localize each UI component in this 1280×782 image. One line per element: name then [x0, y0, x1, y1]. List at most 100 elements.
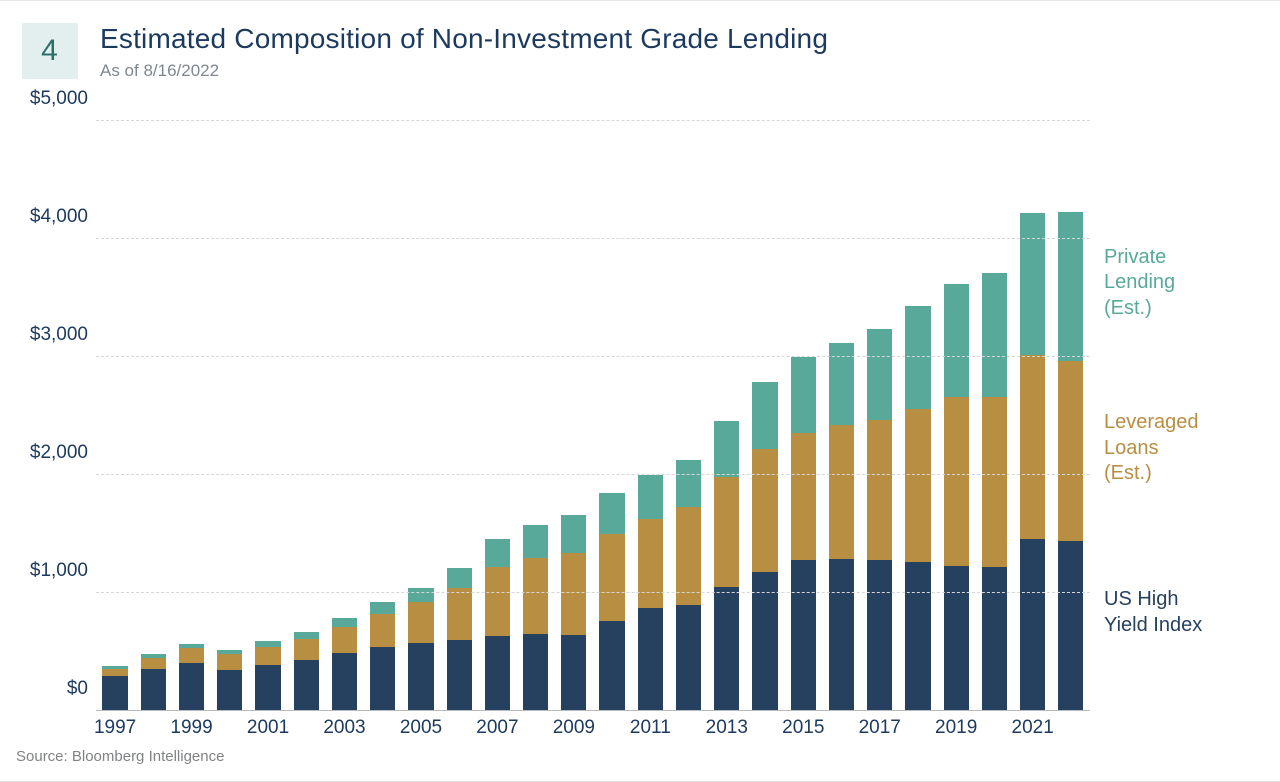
bar-segment-private_lending — [1058, 212, 1083, 361]
x-tick-label: 2001 — [247, 717, 289, 739]
bar-segment-us_high_yield — [944, 566, 969, 711]
bar-segment-leveraged_loans — [179, 648, 204, 662]
legend-label-line: US High — [1104, 587, 1202, 613]
bar-segment-private_lending — [791, 357, 816, 433]
bar-segment-us_high_yield — [905, 562, 930, 711]
bar-segment-us_high_yield — [332, 653, 357, 711]
bar-segment-us_high_yield — [676, 605, 701, 711]
bar-segment-private_lending — [561, 515, 586, 553]
bar-segment-leveraged_loans — [867, 420, 892, 560]
stacked-bar — [332, 618, 357, 711]
stacked-bar — [676, 460, 701, 711]
stacked-bar — [944, 284, 969, 711]
bar-segment-us_high_yield — [447, 640, 472, 711]
bar-segment-private_lending — [408, 588, 433, 602]
gridline — [96, 120, 1090, 121]
bar-segment-us_high_yield — [255, 665, 280, 711]
bar-segment-us_high_yield — [599, 621, 624, 711]
bar-segment-us_high_yield — [982, 567, 1007, 711]
bar-segment-us_high_yield — [1058, 541, 1083, 711]
bar-segment-leveraged_loans — [561, 553, 586, 636]
bar-segment-leveraged_loans — [829, 425, 854, 558]
bar-slot — [217, 650, 242, 711]
gridline — [96, 238, 1090, 239]
bar-segment-private_lending — [982, 273, 1007, 397]
bar-slot — [905, 306, 930, 711]
bar-slot — [1020, 213, 1045, 711]
bar-slot — [332, 618, 357, 711]
bar-slot — [294, 632, 319, 711]
bar-segment-us_high_yield — [102, 676, 127, 711]
bar-segment-us_high_yield — [217, 670, 242, 711]
legend-item-leveraged_loans: LeveragedLoans(Est.) — [1104, 410, 1199, 487]
stacked-bar — [561, 515, 586, 711]
bar-segment-private_lending — [523, 525, 548, 558]
stacked-bar — [829, 343, 854, 711]
x-tick-label: 2013 — [706, 717, 748, 739]
bar-segment-us_high_yield — [179, 663, 204, 711]
header: 4 Estimated Composition of Non-Investmen… — [0, 1, 1280, 81]
bar-segment-leveraged_loans — [676, 507, 701, 605]
stacked-bar — [370, 602, 395, 711]
bar-segment-us_high_yield — [294, 660, 319, 711]
stacked-bar — [752, 382, 777, 711]
x-tick-label: 2017 — [859, 717, 901, 739]
bar-segment-leveraged_loans — [294, 639, 319, 660]
bar-segment-leveraged_loans — [370, 614, 395, 647]
gridline — [96, 474, 1090, 475]
stacked-bar — [982, 273, 1007, 711]
bar-segment-us_high_yield — [791, 560, 816, 711]
bar-slot — [638, 475, 663, 711]
bar-segment-leveraged_loans — [599, 534, 624, 621]
bar-segment-us_high_yield — [485, 636, 510, 712]
bar-segment-private_lending — [944, 284, 969, 397]
y-tick-label: $2,000 — [30, 442, 88, 464]
bars-layer — [96, 121, 1090, 711]
bar-segment-leveraged_loans — [1058, 361, 1083, 542]
bar-segment-leveraged_loans — [714, 477, 739, 587]
x-tick-label: 2015 — [782, 717, 824, 739]
bar-segment-private_lending — [867, 329, 892, 420]
figure-number: 4 — [41, 34, 59, 68]
x-tick-label: 2009 — [553, 717, 595, 739]
bar-slot — [179, 644, 204, 711]
x-tick-label: 2021 — [1012, 717, 1054, 739]
bar-segment-us_high_yield — [638, 608, 663, 711]
y-tick-label: $5,000 — [30, 88, 88, 110]
stacked-bar — [791, 357, 816, 711]
y-tick-label: $1,000 — [30, 560, 88, 582]
bar-segment-private_lending — [370, 602, 395, 614]
stacked-bar — [447, 568, 472, 711]
bar-segment-private_lending — [676, 460, 701, 507]
y-axis: $0$1,000$2,000$3,000$4,000$5,000 — [16, 121, 96, 711]
gridline — [96, 592, 1090, 593]
bar-segment-private_lending — [752, 382, 777, 449]
bar-slot — [829, 343, 854, 711]
stacked-bar — [141, 654, 166, 711]
bar-segment-us_high_yield — [141, 669, 166, 711]
bar-slot — [867, 329, 892, 711]
stacked-bar — [102, 666, 127, 711]
y-tick-label: $3,000 — [30, 324, 88, 346]
bar-segment-leveraged_loans — [332, 627, 357, 653]
title-block: Estimated Composition of Non-Investment … — [100, 23, 828, 81]
chart-frame: 4 Estimated Composition of Non-Investmen… — [0, 0, 1280, 782]
bar-segment-us_high_yield — [523, 634, 548, 711]
stacked-bar — [179, 644, 204, 711]
bar-segment-private_lending — [447, 568, 472, 588]
bar-segment-us_high_yield — [714, 587, 739, 711]
legend-label-line: Yield Index — [1104, 613, 1202, 639]
bar-slot — [561, 515, 586, 711]
stacked-bar — [1020, 213, 1045, 711]
bar-slot — [944, 284, 969, 711]
bar-slot — [255, 641, 280, 711]
bar-slot — [102, 666, 127, 711]
bar-segment-leveraged_loans — [752, 449, 777, 572]
stacked-bar — [255, 641, 280, 711]
stacked-bar — [408, 588, 433, 711]
bar-segment-private_lending — [714, 421, 739, 478]
x-tick-label: 2019 — [935, 717, 977, 739]
x-tick-label: 1999 — [170, 717, 212, 739]
plot-area — [96, 121, 1090, 711]
bar-segment-leveraged_loans — [982, 397, 1007, 567]
